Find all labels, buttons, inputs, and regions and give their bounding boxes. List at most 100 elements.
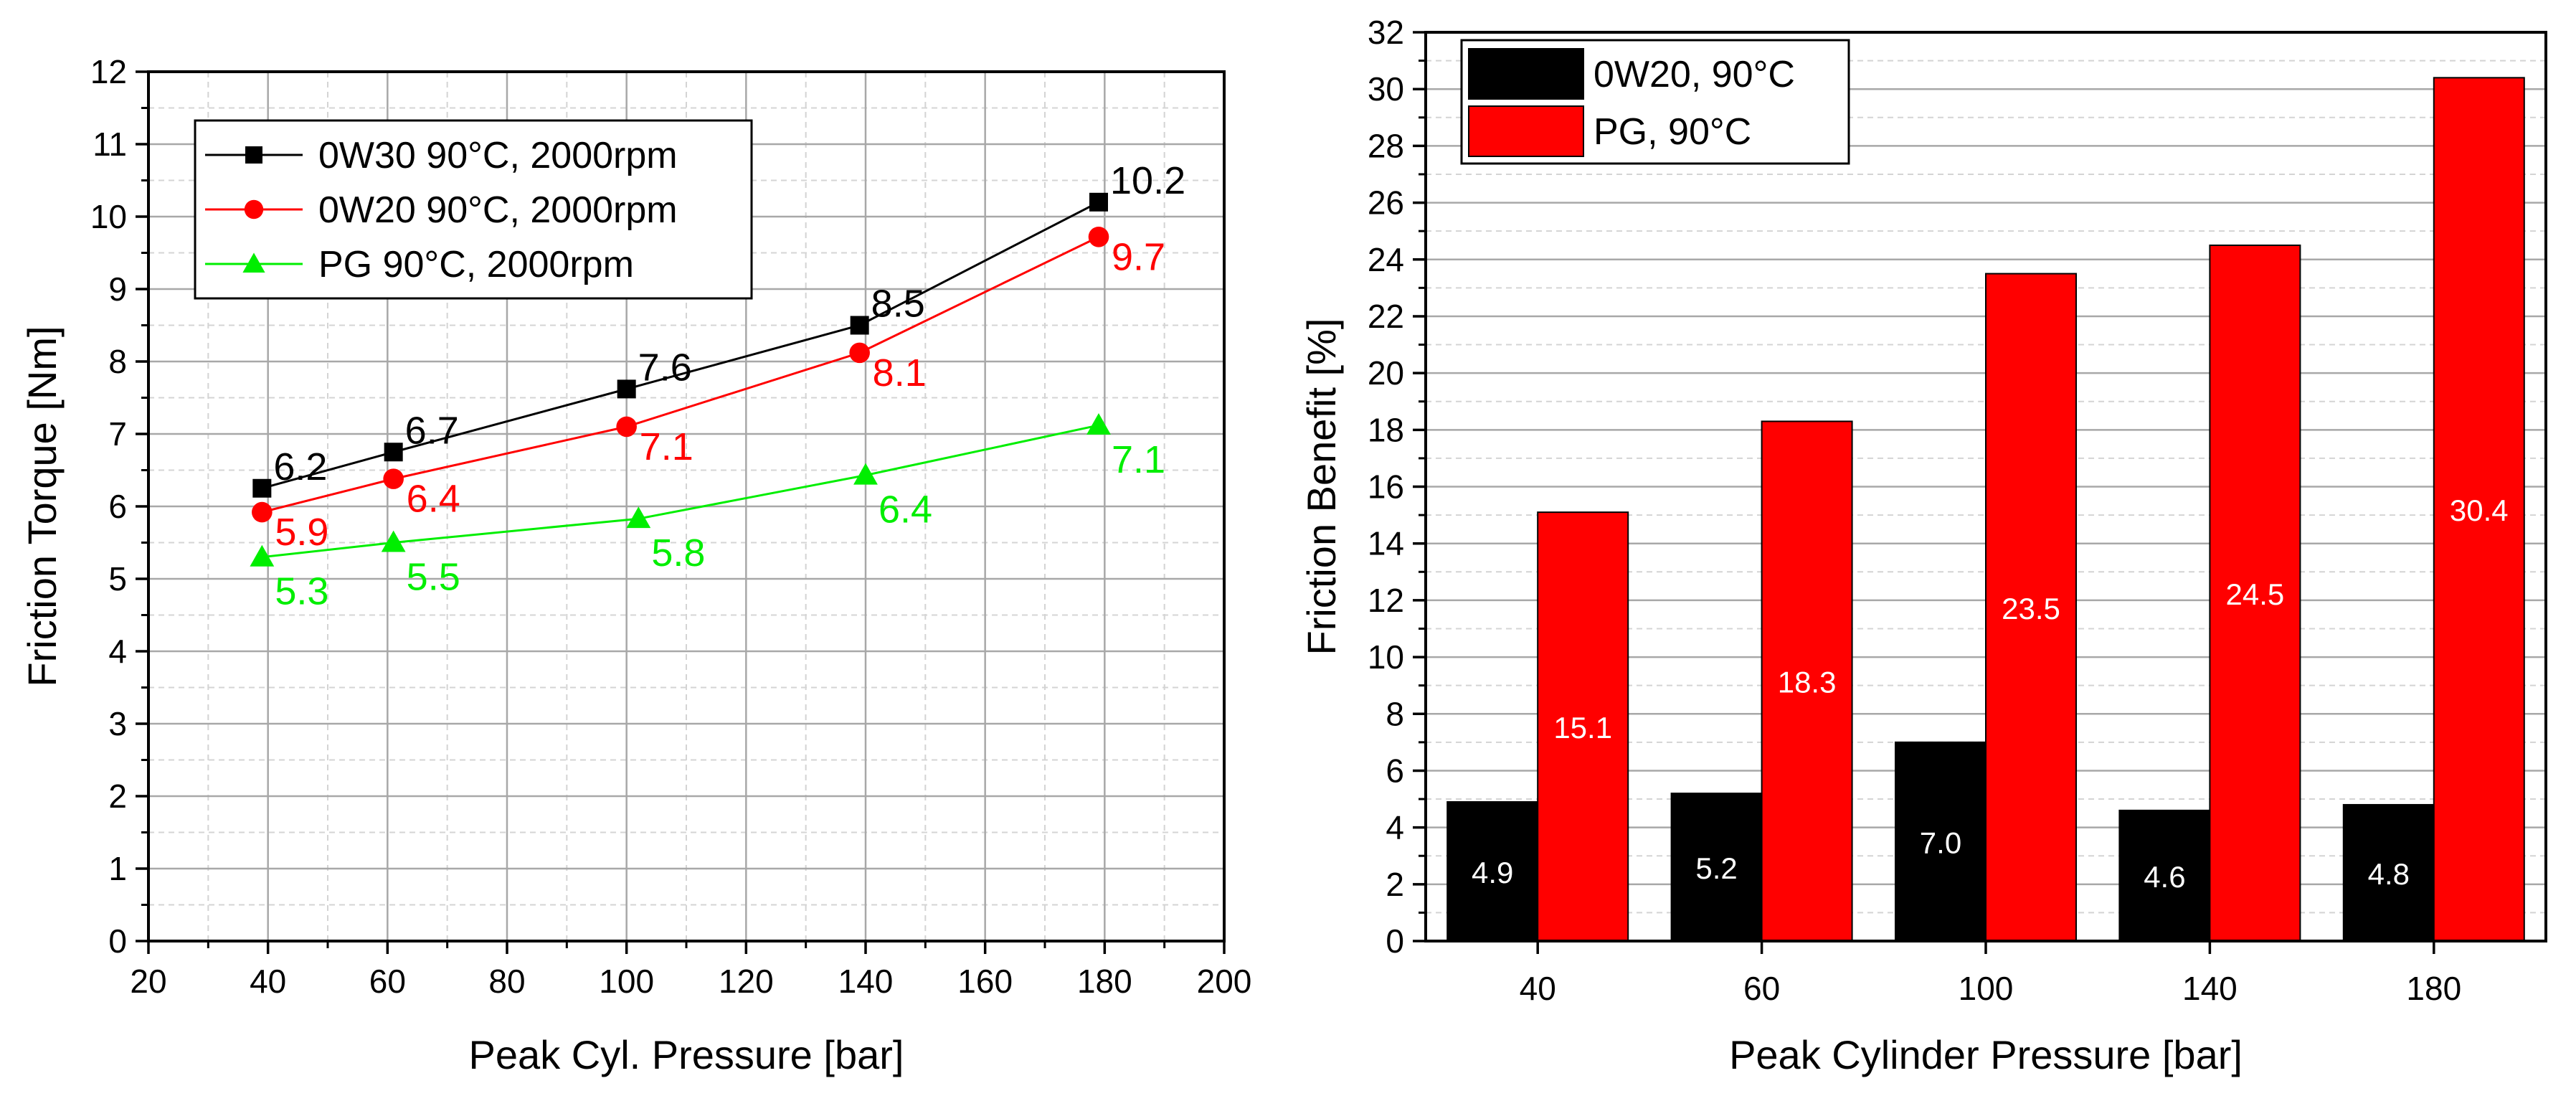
bar-red	[2433, 77, 2525, 942]
data-label: 8.5	[871, 283, 925, 326]
y-tick-label: 2	[108, 778, 127, 815]
data-label: 9.7	[1112, 235, 1165, 278]
data-point	[850, 316, 869, 335]
y-tick-label: 26	[1368, 184, 1404, 222]
y-tick-label: 2	[1386, 866, 1404, 903]
x-tick-label: 40	[1520, 970, 1556, 1007]
y-tick-label: 0	[1386, 922, 1404, 960]
bar-black	[2118, 809, 2211, 942]
x-tick-label: 160	[957, 963, 1013, 1000]
x-tick-label: 100	[1959, 970, 2014, 1007]
data-label: 5.8	[651, 531, 705, 575]
bar-black	[1895, 741, 1987, 942]
y-tick-label: 10	[1368, 638, 1404, 676]
y-tick-label: 18	[1368, 411, 1404, 448]
y-tick-label: 3	[108, 705, 127, 742]
x-tick-label: 20	[130, 963, 166, 1000]
y-axis-title: Friction Torque [Nm]	[19, 326, 65, 686]
y-tick-label: 9	[108, 270, 127, 308]
data-point	[849, 342, 870, 364]
legend-swatch	[1468, 48, 1584, 100]
data-label: 5.3	[275, 570, 328, 613]
legend-label: 0W20, 90°C	[1594, 54, 1795, 95]
bar-value-label: 4.9	[1472, 856, 1513, 889]
x-tick-label: 100	[599, 963, 654, 1000]
data-label: 6.7	[405, 409, 459, 452]
legend-label: PG, 90°C	[1594, 111, 1751, 153]
legend-label: 0W30 90°C, 2000rpm	[318, 135, 678, 176]
y-tick-label: 6	[108, 488, 127, 525]
bar-value-label: 24.5	[2226, 577, 2285, 611]
bar-value-label: 18.3	[1778, 666, 1837, 699]
data-point	[384, 443, 403, 462]
data-label: 5.5	[407, 556, 460, 599]
x-tick-label: 140	[838, 963, 894, 1000]
y-tick-label: 12	[1368, 582, 1404, 619]
legend-label: PG 90°C, 2000rpm	[318, 244, 634, 285]
x-tick-label: 80	[488, 963, 525, 1000]
y-tick-label: 24	[1368, 241, 1404, 278]
bar-black	[1446, 800, 1539, 942]
data-point	[626, 506, 651, 529]
data-label: 7.6	[638, 346, 692, 389]
x-tick-label: 60	[369, 963, 406, 1000]
bar-red	[1537, 511, 1629, 942]
bar-value-label: 5.2	[1695, 851, 1737, 885]
x-axis-title: Peak Cylinder Pressure [bar]	[1729, 1032, 2243, 1077]
bar-value-label: 30.4	[2450, 493, 2509, 527]
data-label: 6.4	[407, 478, 460, 521]
x-tick-label: 40	[250, 963, 286, 1000]
y-tick-label: 1	[108, 850, 127, 887]
y-tick-label: 12	[90, 53, 127, 90]
data-point	[617, 379, 636, 399]
y-tick-label: 5	[108, 560, 127, 597]
y-tick-label: 16	[1368, 468, 1404, 506]
bar-value-label: 15.1	[1553, 711, 1612, 745]
y-tick-label: 4	[108, 633, 127, 670]
y-tick-label: 7	[108, 415, 127, 453]
y-tick-label: 8	[1386, 695, 1404, 732]
data-point	[1086, 412, 1111, 435]
data-point	[1089, 192, 1108, 212]
bar-black	[1670, 793, 1763, 942]
y-tick-label: 22	[1368, 298, 1404, 335]
y-tick-label: 6	[1386, 752, 1404, 789]
bar-red	[1761, 420, 1853, 942]
legend-marker	[244, 199, 264, 219]
x-tick-label: 180	[2406, 970, 2461, 1007]
bar-red	[2209, 244, 2301, 942]
y-tick-label: 32	[1368, 14, 1404, 51]
legend-marker	[245, 146, 262, 164]
y-axis-title: Friction Benefit [%]	[1299, 318, 1344, 656]
y-tick-label: 14	[1368, 525, 1404, 562]
data-point	[1088, 226, 1109, 247]
data-point	[381, 530, 406, 552]
data-label: 7.1	[640, 425, 693, 468]
data-label: 8.1	[873, 351, 927, 394]
data-point	[252, 478, 272, 498]
y-tick-label: 10	[90, 198, 127, 235]
friction-torque-line-chart: 20 40 60 80 100 120 140 160 180 20001234567891011…	[19, 53, 1251, 1077]
bar-value-label: 4.8	[2368, 857, 2410, 891]
bar-red	[1985, 273, 2077, 942]
y-tick-label: 20	[1368, 354, 1404, 392]
y-tick-label: 0	[108, 922, 127, 960]
data-label: 10.2	[1110, 159, 1185, 202]
legend-label: 0W20 90°C, 2000rpm	[318, 189, 678, 231]
x-axis-title: Peak Cyl. Pressure [bar]	[469, 1032, 904, 1077]
data-label: 7.1	[1112, 438, 1165, 481]
y-tick-label: 4	[1386, 809, 1404, 846]
legend-marker	[242, 252, 265, 273]
x-tick-label: 200	[1197, 963, 1252, 1000]
data-label: 5.9	[275, 511, 328, 554]
bar-black	[2342, 803, 2435, 942]
bar-value-label: 23.5	[2002, 592, 2060, 625]
y-tick-label: 11	[93, 126, 127, 163]
data-point	[252, 501, 273, 523]
x-tick-label: 180	[1077, 963, 1132, 1000]
data-label: 6.4	[879, 488, 932, 531]
y-tick-label: 8	[108, 343, 127, 380]
friction-benefit-bar-chart: 4.915.1405.218.3607.023.51004.624.51404.…	[1299, 14, 2547, 1077]
y-tick-label: 28	[1368, 127, 1404, 164]
